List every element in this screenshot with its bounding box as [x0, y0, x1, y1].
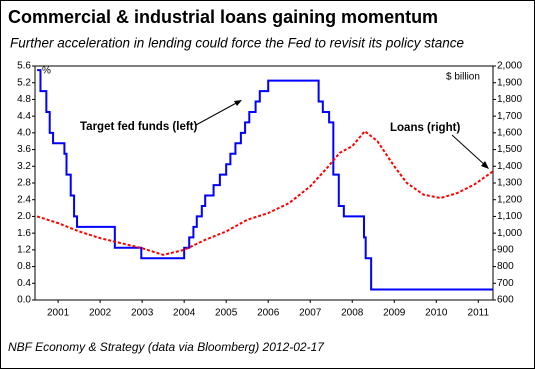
series-line — [36, 129, 494, 256]
chart-title: Commercial & industrial loans gaining mo… — [8, 7, 438, 27]
y2-tick-label: 1,300 — [497, 178, 522, 189]
y2-tick-label: 1,600 — [497, 127, 522, 138]
arrow-head — [234, 100, 242, 106]
x-tick-label: 2002 — [89, 308, 112, 319]
y2-tick-label: 800 — [497, 261, 514, 272]
y2-tick-label: 1,100 — [497, 211, 522, 222]
y2-tick-label: 1,500 — [497, 144, 522, 155]
y-tick-label: 3.6 — [17, 144, 31, 155]
y-tick-label: 2.4 — [17, 194, 31, 205]
y-tick-label: 1.6 — [17, 228, 31, 239]
arrow-head — [481, 161, 489, 169]
y-tick-label: 5.6 — [17, 61, 31, 72]
x-tick-label: 2009 — [383, 308, 406, 319]
y2-tick-label: 600 — [497, 295, 514, 306]
y2-tick-label: 1,000 — [497, 228, 522, 239]
x-tick-label: 2001 — [47, 308, 70, 319]
y-tick-label: 0.0 — [17, 295, 31, 306]
y-tick-label: 4.4 — [17, 111, 31, 122]
annotation-arrow — [451, 134, 487, 167]
y-tick-label: 0.8 — [17, 261, 31, 272]
x-tick-label: 2006 — [257, 308, 280, 319]
y2-tick-label: 1,700 — [497, 111, 522, 122]
annotation: Target fed funds (left) — [80, 121, 198, 133]
y2-tick-label: 1,400 — [497, 161, 522, 172]
x-tick-label: 2004 — [173, 308, 196, 319]
y2-axis-label: $ billion — [446, 72, 480, 83]
chart-subtitle: Further acceleration in lending could fo… — [10, 36, 464, 51]
y-tick-label: 5.2 — [17, 77, 31, 88]
y2-tick-label: 2,000 — [497, 61, 522, 72]
y2-tick-label: 1,900 — [497, 77, 522, 88]
y-tick-label: 4.8 — [17, 94, 31, 105]
y-tick-label: 1.2 — [17, 244, 31, 255]
x-tick-label: 2010 — [425, 308, 448, 319]
source-note: NBF Economy & Strategy (data via Bloombe… — [8, 340, 325, 354]
x-tick-label: 2011 — [468, 308, 490, 319]
annotation: Loans (right) — [390, 122, 460, 134]
x-tick-label: 2008 — [341, 308, 364, 319]
annotation-arrow — [195, 100, 241, 126]
x-tick-label: 2005 — [215, 308, 238, 319]
x-tick-label: 2003 — [131, 308, 154, 319]
y-tick-label: 4.0 — [17, 127, 31, 138]
y2-tick-label: 700 — [497, 278, 514, 289]
y2-tick-label: 1,200 — [497, 194, 522, 205]
y-tick-label: 2.8 — [17, 178, 31, 189]
x-tick-label: 2007 — [299, 308, 322, 319]
y-tick-label: 3.2 — [17, 161, 31, 172]
y-tick-label: 0.4 — [17, 278, 31, 289]
series-line — [37, 69, 493, 291]
y2-tick-label: 1,800 — [497, 94, 522, 105]
y-tick-label: 2.0 — [17, 211, 31, 222]
y-axis-label: % — [42, 66, 51, 77]
y2-tick-label: 900 — [497, 244, 514, 255]
